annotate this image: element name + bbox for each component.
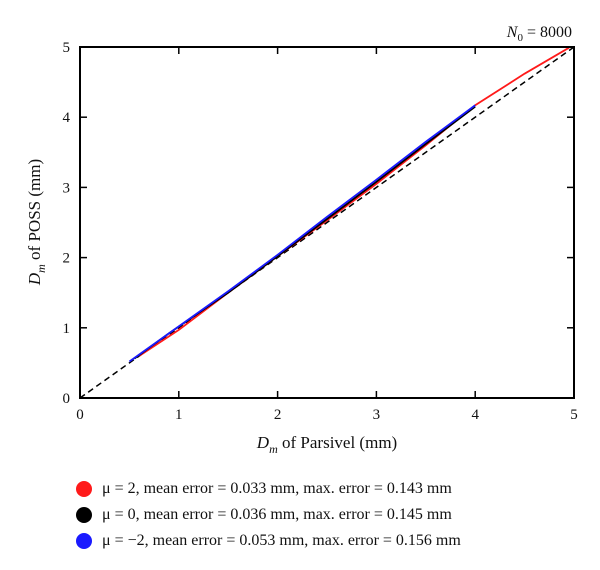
x-tick-label: 5	[570, 407, 578, 423]
legend-item-blue: μ = −2, mean error = 0.053 mm, max. erro…	[76, 528, 461, 554]
y-tick-label: 5	[63, 40, 71, 56]
legend-label-black: μ = 0, mean error = 0.036 mm, max. error…	[102, 506, 452, 523]
legend-label-red: μ = 2, mean error = 0.033 mm, max. error…	[102, 480, 452, 497]
x-axis-label-subscript: m	[269, 442, 278, 456]
x-tick-label: 4	[471, 407, 479, 423]
legend-item-red: μ = 2, mean error = 0.033 mm, max. error…	[76, 476, 461, 502]
legend-dot-red	[76, 481, 92, 497]
y-tick-label: 4	[63, 110, 71, 126]
legend-dot-blue	[76, 533, 92, 549]
y-tick-label: 3	[63, 180, 71, 196]
x-tick-label: 1	[175, 407, 183, 423]
series-line-2	[128, 104, 476, 363]
reference-line	[79, 46, 575, 399]
x-tick-label: 2	[274, 407, 282, 423]
corner-label-symbol: N	[506, 24, 519, 41]
y-axis-label-rest: of POSS (mm)	[25, 159, 44, 264]
legend-label-blue: μ = −2, mean error = 0.053 mm, max. erro…	[102, 532, 461, 549]
legend-item-black: μ = 0, mean error = 0.036 mm, max. error…	[76, 502, 461, 528]
tick-labels: 0 1 2 3 4 5 0 1 2 3 4 5	[63, 40, 578, 423]
y-tick-label: 0	[63, 391, 71, 407]
corner-label-rest: = 8000	[523, 24, 572, 41]
series-line-0	[138, 46, 570, 357]
x-axis-label-rest: of Parsivel (mm)	[278, 433, 397, 452]
y-tick-label: 2	[63, 251, 71, 267]
plot-lines	[79, 46, 575, 399]
x-tick-label: 3	[373, 407, 381, 423]
axis-ticks	[79, 46, 575, 399]
plot-frame	[79, 46, 575, 399]
corner-label-subscript: 0	[517, 32, 523, 44]
y-axis-label-symbol: D	[25, 272, 44, 286]
x-axis-label-symbol: D	[256, 433, 270, 452]
y-tick-label: 1	[63, 321, 71, 337]
x-tick-label: 0	[76, 407, 84, 423]
legend-dot-black	[76, 507, 92, 523]
corner-label: N0 = 8000	[506, 24, 572, 44]
legend: μ = 2, mean error = 0.033 mm, max. error…	[76, 476, 461, 554]
y-axis-label: Dm of POSS (mm)	[25, 159, 48, 286]
y-axis-label-subscript: m	[34, 264, 48, 273]
x-axis-label: Dm of Parsivel (mm)	[256, 433, 397, 456]
